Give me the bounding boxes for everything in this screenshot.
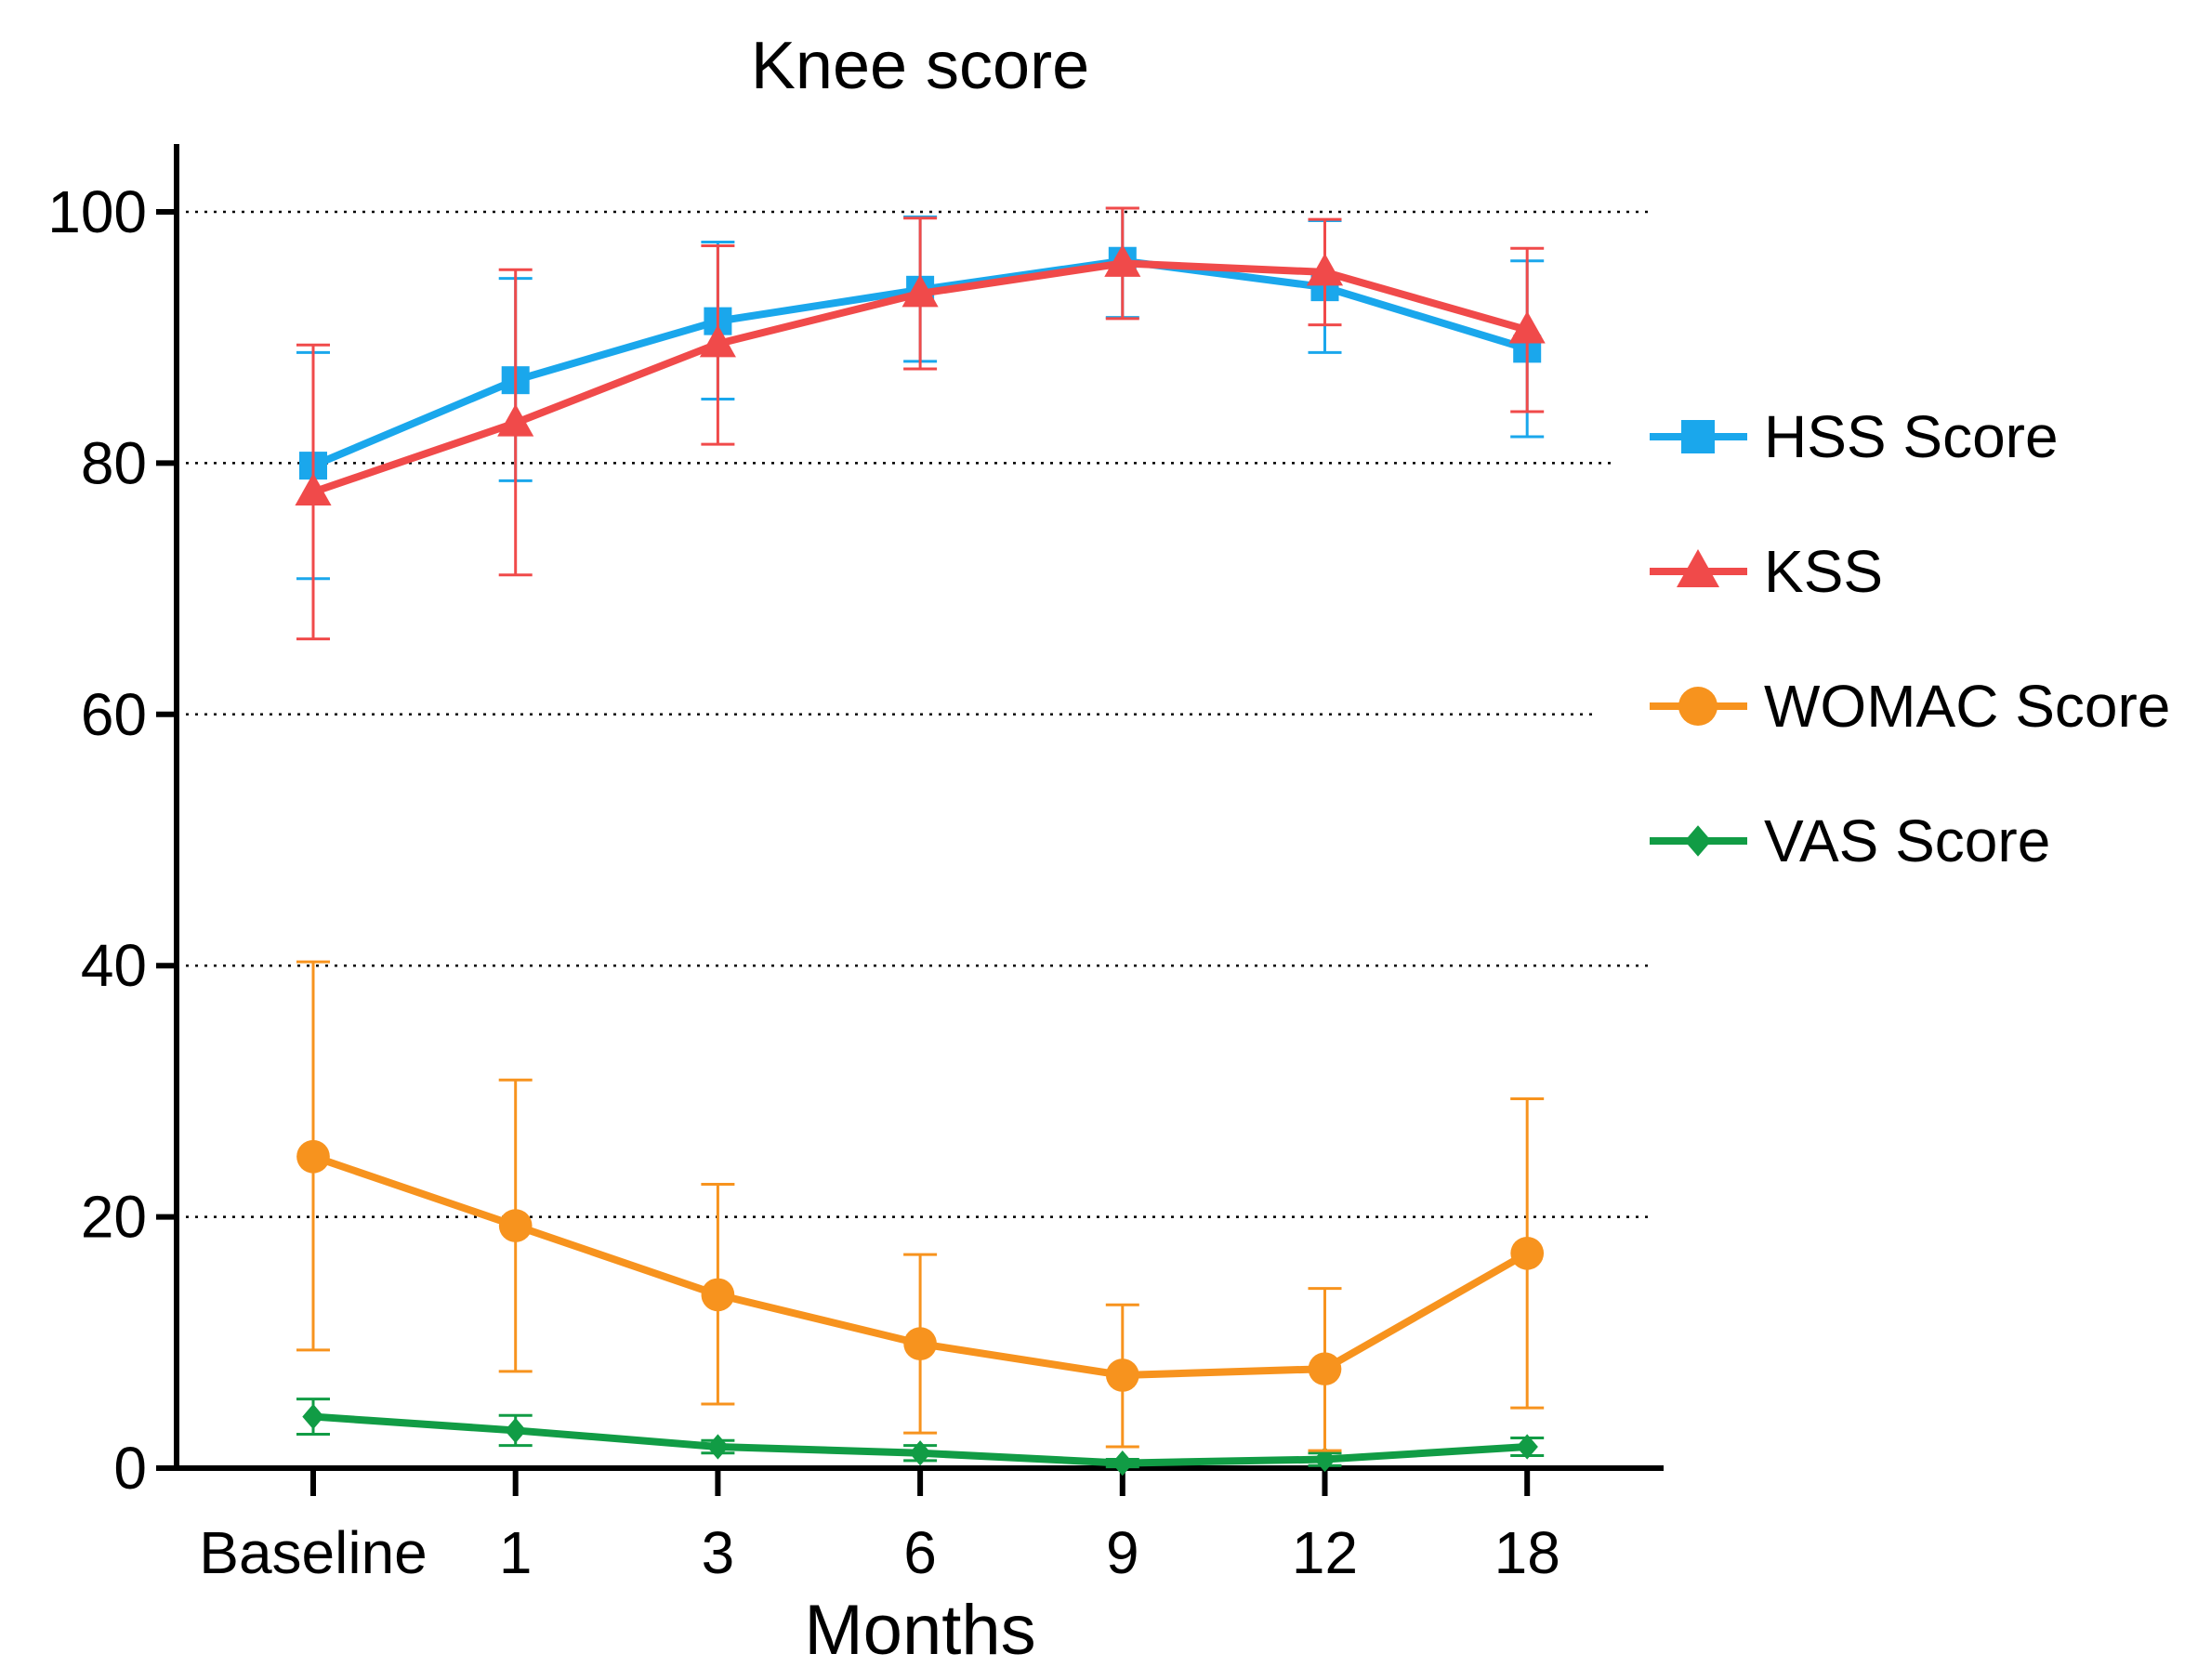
legend-label: WOMAC Score — [1764, 673, 2170, 740]
legend-item-womac-score: WOMAC Score — [1650, 673, 2170, 740]
legend-label: HSS Score — [1764, 403, 2059, 470]
x-tick-label-Baseline: Baseline — [199, 1519, 428, 1586]
x-tick-label-3: 3 — [702, 1519, 735, 1586]
legend-marker — [1684, 825, 1712, 857]
series-kss — [295, 206, 1546, 641]
x-tick-label-6: 6 — [903, 1519, 937, 1586]
data-point — [902, 274, 939, 308]
y-tick-label-100: 100 — [47, 178, 147, 245]
legend: HSS Score KSS WOMAC Score VAS Score — [1650, 403, 2170, 874]
series-womac-score — [296, 960, 1545, 1452]
data-point — [296, 1139, 330, 1174]
data-point — [295, 473, 332, 505]
legend-item-hss-score: HSS Score — [1650, 403, 2059, 470]
y-tick-label-40: 40 — [81, 932, 147, 999]
data-point — [903, 1327, 937, 1361]
data-point — [1112, 1450, 1134, 1477]
y-tick-label-80: 80 — [81, 429, 147, 496]
data-point — [701, 1278, 735, 1312]
data-point — [1510, 1236, 1545, 1270]
y-axis-ticks: 0 20 40 60 80 100 — [47, 178, 177, 1502]
gridlines — [177, 210, 1654, 1218]
x-tick-label-9: 9 — [1106, 1519, 1139, 1586]
data-point — [699, 324, 736, 358]
y-tick-label-0: 0 — [113, 1435, 147, 1502]
data-point — [1508, 310, 1546, 344]
legend-marker — [1678, 687, 1717, 726]
legend-marker — [1677, 549, 1719, 587]
chart-title: Knee score — [751, 29, 1089, 103]
series-vas-score — [296, 1398, 1545, 1477]
data-point — [497, 403, 534, 437]
data-point — [1306, 253, 1344, 286]
y-tick-label-60: 60 — [81, 681, 147, 748]
data-point — [1516, 1434, 1538, 1460]
legend-label: VAS Score — [1764, 807, 2050, 874]
data-point — [505, 1417, 527, 1444]
legend-item-vas-score: VAS Score — [1650, 807, 2050, 874]
data-point — [1105, 1358, 1139, 1392]
x-axis-label: Months — [804, 1591, 1035, 1670]
x-tick-label-18: 18 — [1494, 1519, 1560, 1586]
data-point — [1104, 244, 1141, 277]
legend-label: KSS — [1764, 538, 1883, 605]
data-point — [706, 1434, 730, 1460]
data-point — [498, 1209, 533, 1242]
data-point — [1313, 1446, 1336, 1473]
axes — [174, 144, 1664, 1471]
data-point — [302, 1403, 324, 1430]
data-point — [1308, 1352, 1342, 1386]
series-group — [295, 206, 1546, 1477]
y-tick-label-20: 20 — [81, 1184, 147, 1251]
x-tick-label-1: 1 — [499, 1519, 533, 1586]
legend-item-kss: KSS — [1650, 538, 1883, 605]
x-axis-ticks: Baseline 1 3 6 9 12 18 — [199, 1468, 1560, 1586]
data-point — [909, 1440, 931, 1466]
x-tick-label-12: 12 — [1292, 1519, 1358, 1586]
legend-marker — [1681, 420, 1715, 453]
